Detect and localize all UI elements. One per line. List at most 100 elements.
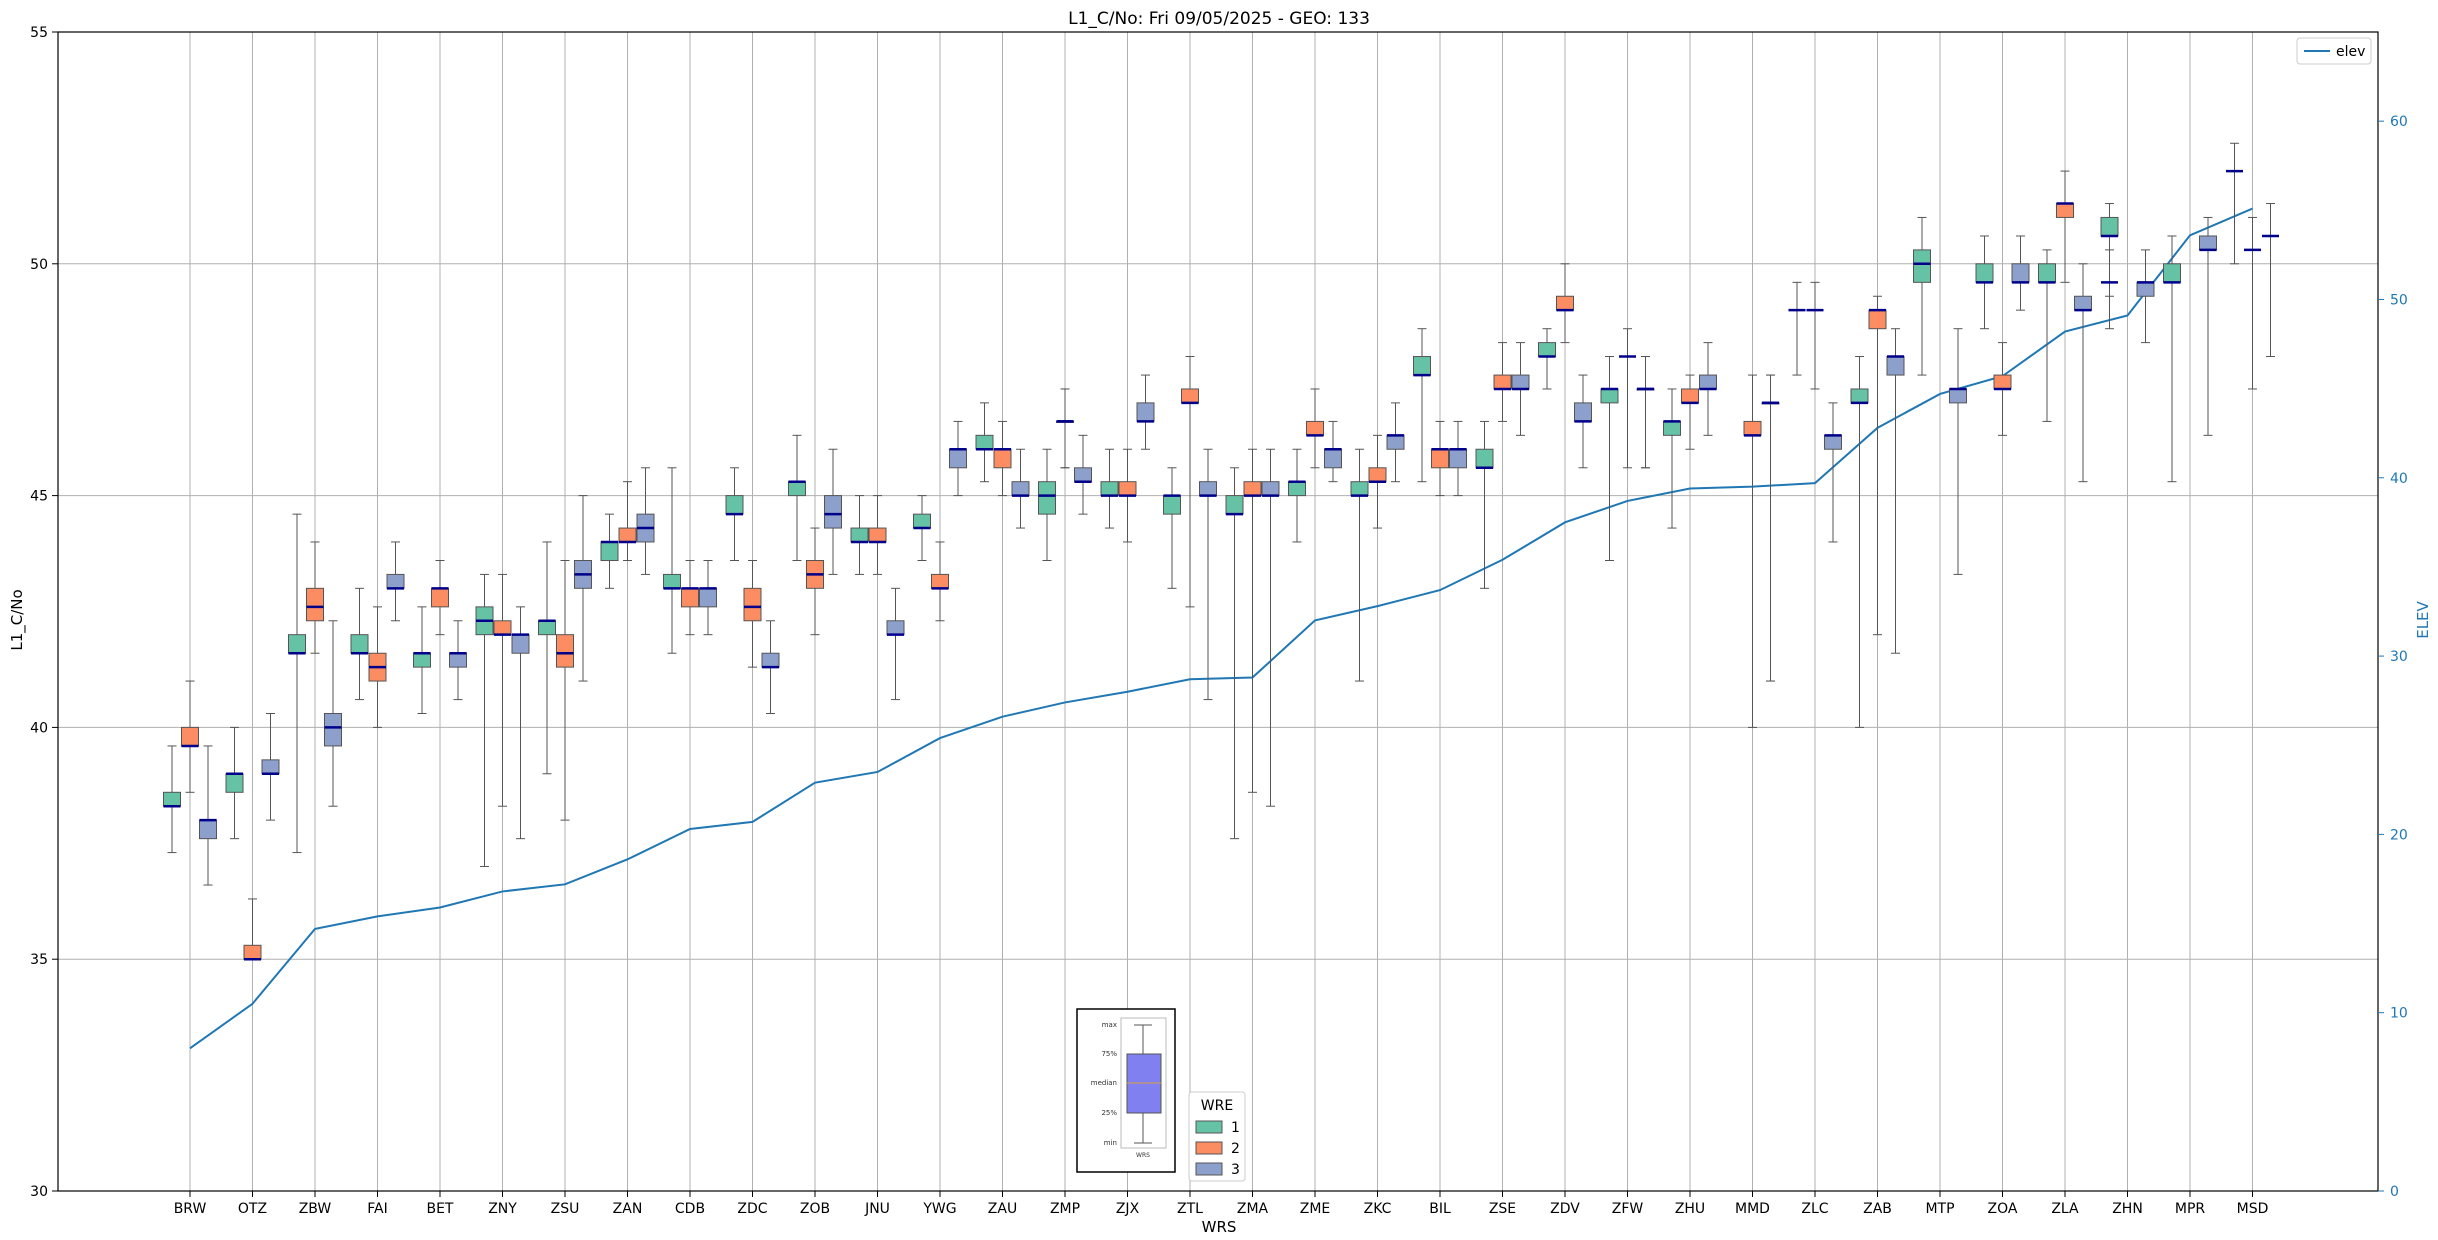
box-iqr — [1886, 356, 1905, 376]
x-tick-label: MPR — [2175, 1201, 2206, 1217]
y-tick-label: 50 — [30, 257, 48, 273]
elev-legend-frame — [2296, 37, 2372, 65]
box-iqr — [493, 620, 512, 636]
x-tick-label: ZAN — [613, 1201, 643, 1217]
box-iqr — [324, 712, 342, 747]
box-wre-3 — [1324, 420, 1342, 483]
x-tick-label: BRW — [174, 1201, 207, 1217]
box-wre-2 — [1181, 356, 1199, 608]
box-wre-2 — [1993, 342, 2012, 436]
y-tick-label: 40 — [30, 720, 48, 736]
x-tick-label: ZSU — [551, 1201, 580, 1217]
box-wre-3 — [636, 467, 655, 575]
box-key-label: WRS — [1136, 1152, 1150, 1159]
box-iqr — [1118, 481, 1137, 497]
box-iqr — [1975, 263, 1994, 283]
wre-legend: WRE 1 2 3 — [1188, 1091, 1246, 1182]
box-iqr — [1913, 249, 1931, 283]
wre-legend-swatch — [1195, 1141, 1223, 1155]
box-wre-3 — [574, 495, 592, 682]
box-iqr — [1386, 434, 1405, 450]
box-iqr — [2038, 263, 2056, 283]
box-wre-1 — [1225, 467, 1244, 840]
box-iqr — [743, 587, 762, 622]
box-iqr — [2100, 216, 2119, 237]
x-tick-label: CDB — [675, 1201, 705, 1217]
box-wre-1 — [2100, 203, 2119, 297]
x-tick-label: ZDV — [1550, 1201, 1580, 1217]
box-wre-3 — [1949, 328, 1967, 575]
x-tick-label: ZBW — [299, 1201, 332, 1217]
box-iqr — [199, 819, 217, 840]
box-iqr — [824, 495, 842, 529]
single-value-marker — [2244, 216, 2261, 390]
box-wre-3 — [1011, 448, 1030, 529]
box-iqr — [975, 434, 994, 450]
box-iqr — [1074, 467, 1092, 483]
box-wre-1 — [1413, 328, 1431, 483]
box-wre-1 — [2163, 235, 2181, 483]
single-value-marker — [2262, 203, 2279, 358]
box-wre-1 — [475, 573, 494, 867]
x-tick-label: OTZ — [238, 1201, 267, 1217]
box-iqr — [618, 527, 637, 543]
box-wre-2 — [618, 481, 637, 562]
box-wre-2 — [806, 527, 824, 636]
x-tick-label: ZMA — [1237, 1201, 1269, 1217]
box-wre-1 — [1475, 420, 1494, 589]
box-iqr — [931, 573, 949, 589]
box-key-label: 75% — [1101, 1050, 1117, 1058]
box-iqr — [2074, 295, 2092, 311]
elev-legend: elev — [2296, 37, 2372, 65]
box-iqr — [288, 634, 306, 654]
box-iqr — [413, 652, 431, 668]
box-wre-1 — [788, 434, 806, 562]
box-wre-1 — [2038, 249, 2056, 422]
box-iqr — [600, 541, 619, 562]
box-iqr — [1136, 402, 1155, 422]
box-iqr — [1100, 481, 1119, 497]
x-tick-label: ZAU — [988, 1201, 1017, 1217]
box-iqr — [1511, 374, 1530, 390]
box-wre-3 — [261, 712, 280, 821]
box-iqr — [261, 759, 280, 775]
box-key-label: min — [1104, 1139, 1117, 1147]
box-iqr — [1993, 374, 2012, 390]
y-tick-label: 45 — [30, 489, 48, 505]
single-value-marker — [1762, 374, 1779, 682]
box-iqr — [886, 620, 905, 636]
box-wre-3 — [511, 606, 530, 840]
single-value-marker — [1619, 328, 1636, 469]
box-wre-3 — [699, 560, 717, 636]
box-wre-3 — [824, 448, 842, 575]
x-tick-label: ZNY — [488, 1201, 517, 1217]
box-iqr — [1850, 388, 1869, 404]
x-tick-label: ZME — [1300, 1201, 1331, 1217]
elev-line — [189, 207, 2253, 1050]
x-axis-label: WRS — [1202, 1218, 1237, 1236]
box-wre-1 — [1913, 216, 1931, 376]
box-wre-1 — [1663, 388, 1681, 529]
chart-title: L1_C/No: Fri 09/05/2025 - GEO: 133 — [1068, 9, 1370, 29]
wre-legend-label: 3 — [1231, 1162, 1240, 1178]
box-wre-3 — [2199, 216, 2217, 436]
x-tick-label: BET — [426, 1201, 453, 1217]
x-tick-label: YWG — [922, 1201, 956, 1217]
x-tick-label: JNU — [864, 1201, 890, 1217]
box-wre-2 — [1556, 263, 1574, 344]
x-tick-label: ZLC — [1801, 1201, 1828, 1217]
box-wre-2 — [1306, 388, 1324, 469]
box-iqr — [1181, 388, 1199, 404]
box-wre-1 — [225, 726, 244, 840]
box-wre-2 — [1681, 374, 1699, 450]
box-wre-1 — [1538, 328, 1556, 390]
box-iqr — [1413, 356, 1431, 376]
wre-legend-label: 1 — [1231, 1120, 1240, 1136]
box-iqr — [350, 634, 369, 654]
box-wre-3 — [199, 745, 217, 886]
box-iqr — [993, 448, 1012, 469]
y2-tick-label: 20 — [2390, 827, 2408, 843]
box-wre-3 — [449, 620, 467, 701]
box-wre-3 — [761, 620, 780, 714]
box-wre-2 — [743, 560, 762, 668]
